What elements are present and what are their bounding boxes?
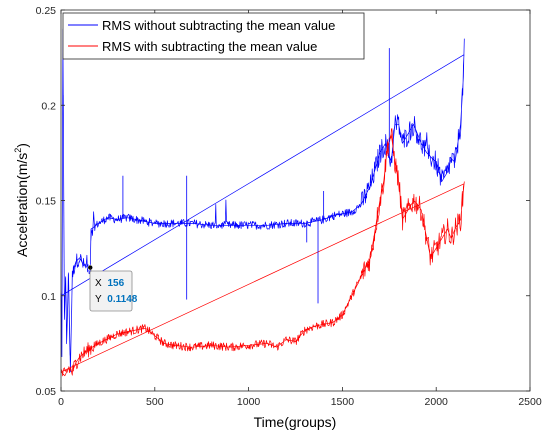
legend-label-blue: RMS without subtracting the mean value <box>102 18 335 33</box>
x-tick-label: 0 <box>58 396 64 408</box>
legend: RMS without subtracting the mean value R… <box>62 12 365 60</box>
x-tick-label: 2000 <box>425 396 449 408</box>
series-layer <box>60 28 465 377</box>
datatip-y-value: 0.1148 <box>107 294 137 305</box>
y-tick-label: 0.15 <box>36 196 57 208</box>
svg-text:X 156: X 156 <box>95 278 125 289</box>
datatip-box <box>89 270 133 312</box>
legend-box <box>62 12 365 60</box>
y-axis-label: Acceleration(m/s2) <box>13 143 30 257</box>
datatip-y-label: Y <box>95 294 102 305</box>
y-axis-label-main: Acceleration(m/s <box>14 153 30 257</box>
svg-text:Y 0.1148: Y 0.1148 <box>95 294 138 305</box>
legend-label-red: RMS with subtracting the mean value <box>102 39 317 54</box>
x-tick-label: 1500 <box>331 396 355 408</box>
y-tick-label: 0.25 <box>36 5 57 17</box>
x-tick-label: 500 <box>146 396 164 408</box>
y-tick-label: 0.05 <box>36 386 57 398</box>
series-line-blue <box>60 28 465 373</box>
x-tick-label: 2500 <box>518 396 542 408</box>
svg-text:Acceleration(m/s2): Acceleration(m/s2) <box>13 143 30 257</box>
y-axis-ticks: 0.05 0.1 0.15 0.2 0.25 <box>36 5 530 398</box>
x-tick-label: 1000 <box>237 396 261 408</box>
datatip-x-label: X <box>95 278 102 289</box>
x-axis-ticks: 0 500 1000 1500 2000 2500 <box>58 10 542 408</box>
y-tick-label: 0.2 <box>41 100 56 112</box>
y-axis-label-superscript: 2 <box>13 148 23 153</box>
x-axis-label: Time(groups) <box>254 414 337 430</box>
series-line-red <box>60 128 465 377</box>
y-axis-label-close: ) <box>14 143 30 148</box>
datatip-x-value: 156 <box>107 278 124 289</box>
y-tick-label: 0.1 <box>41 291 56 303</box>
datatip[interactable]: X 156 Y 0.1148 <box>87 264 138 312</box>
